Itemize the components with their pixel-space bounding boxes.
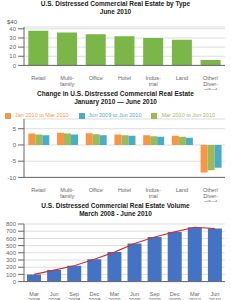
svg-text:$40: $40 — [8, 19, 18, 25]
html-text:Jan 2010 to Mar 2010: Jan 2010 to Mar 2010 — [15, 112, 69, 118]
svg-text:Multi-family: Multi-family — [60, 187, 75, 199]
svg-text:0: 0 — [13, 63, 17, 69]
svg-text:0: 0 — [13, 279, 17, 285]
svg-text:Jun2008: Jun2008 — [48, 291, 60, 300]
svg-text:400: 400 — [8, 250, 17, 256]
svg-text:Mar2010: Mar2010 — [189, 291, 201, 300]
svg-text:30: 30 — [9, 35, 16, 41]
svg-text:5: 5 — [13, 126, 17, 132]
svg-text:10: 10 — [9, 53, 16, 59]
svg-text:800: 800 — [8, 221, 17, 227]
svg-text:Mar2008: Mar2008 — [28, 291, 40, 300]
html-text:U.S. Distressed Commercial Rea: U.S. Distressed Commercial Real Estate V… — [41, 202, 190, 217]
svg-text:40: 40 — [9, 26, 16, 32]
svg-text:Land: Land — [176, 187, 188, 193]
svg-text:Retail: Retail — [31, 187, 45, 193]
svg-text:Hotel: Hotel — [118, 187, 131, 193]
svg-text:Office: Office — [89, 187, 103, 193]
svg-text:0: 0 — [13, 142, 17, 148]
svg-text:Multi-family: Multi-family — [60, 75, 75, 87]
html-text:Jun 2009 to Jun 2010: Jun 2009 to Jun 2010 — [88, 112, 142, 118]
svg-text:500: 500 — [8, 243, 17, 249]
svg-text:Land: Land — [176, 75, 188, 81]
svg-text:Jun2010: Jun2010 — [209, 291, 221, 300]
svg-text:Hotel: Hotel — [118, 75, 131, 81]
svg-text:Sep2008: Sep2008 — [68, 291, 80, 300]
svg-text:-10: -10 — [8, 175, 17, 181]
svg-text:Sep2009: Sep2009 — [149, 291, 161, 300]
svg-text:-5: -5 — [11, 158, 17, 164]
svg-text:200: 200 — [8, 264, 17, 270]
svg-text:Dec2009: Dec2009 — [169, 291, 181, 300]
html-text:Change in U.S. Distressed Comm: Change in U.S. Distressed Commercial Rea… — [37, 90, 194, 105]
svg-text:Other/Diver-sified: Other/Diver-sified — [203, 187, 219, 202]
svg-text:Office: Office — [89, 75, 103, 81]
svg-text:100: 100 — [8, 272, 17, 278]
svg-text:Mar2009: Mar2009 — [108, 291, 120, 300]
svg-text:600: 600 — [8, 236, 17, 242]
svg-text:Indus-trial: Indus-trial — [146, 187, 161, 199]
html-text:U.S. Distressed Commercial Rea: U.S. Distressed Commercial Real Estate b… — [40, 0, 191, 15]
svg-text:Retail: Retail — [31, 75, 45, 81]
svg-text:Dec2008: Dec2008 — [88, 291, 100, 300]
svg-text:300: 300 — [8, 257, 17, 263]
svg-text:Indus-trial: Indus-trial — [146, 75, 161, 87]
svg-text:20: 20 — [9, 44, 16, 50]
svg-text:Jun2009: Jun2009 — [128, 291, 140, 300]
svg-text:Other/Diver-sified: Other/Diver-sified — [203, 75, 219, 90]
svg-text:700: 700 — [8, 228, 17, 234]
html-text:Mar 2010 to Jun 2010: Mar 2010 to Jun 2010 — [161, 112, 215, 118]
